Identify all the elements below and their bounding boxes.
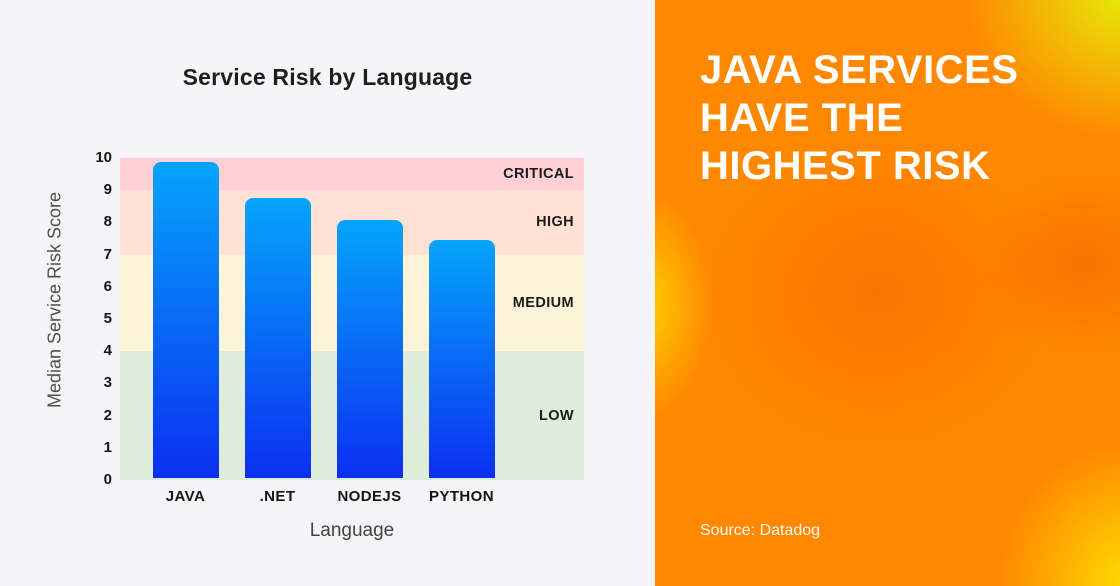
headline-panel: JAVA SERVICES HAVE THE HIGHEST RISK Sour… <box>655 0 1120 586</box>
y-tick-label-2: 2 <box>103 406 112 424</box>
chart-title: Service Risk by Language <box>182 64 473 90</box>
bar-nodejs <box>336 220 403 478</box>
chart-panel: Service Risk by Language Median Service … <box>44 64 584 541</box>
plot-area: CRITICAL HIGH MEDIUM LOW <box>120 158 584 480</box>
bar-net <box>244 197 311 478</box>
x-tick-label-java: JAVA <box>165 488 206 505</box>
y-axis-label: Median Service Risk Score <box>44 191 65 409</box>
headline: JAVA SERVICES HAVE THE HIGHEST RISK <box>700 46 1060 190</box>
headline-line-2: HAVE THE <box>700 96 904 140</box>
risk-band-label-medium: MEDIUM <box>512 294 574 311</box>
y-tick-label-6: 6 <box>103 277 112 295</box>
headline-line-3: HIGHEST RISK <box>700 144 991 188</box>
risk-band-label-high: HIGH <box>536 214 574 231</box>
x-tick-label-net: .NET <box>259 488 296 505</box>
source-note: Source: Datadog <box>700 522 821 539</box>
y-tick-label-10: 10 <box>95 149 112 166</box>
y-tick-label-5: 5 <box>103 310 112 327</box>
y-tick-label-4: 4 <box>103 342 112 360</box>
risk-band-label-critical: CRITICAL <box>503 166 574 183</box>
bar-python <box>428 239 495 478</box>
bar-java <box>152 162 219 478</box>
x-tick-label-nodejs: NODEJS <box>337 488 402 505</box>
y-tick-label-1: 1 <box>103 438 112 456</box>
headline-line-1: JAVA SERVICES <box>700 48 1019 92</box>
y-tick-label-9: 9 <box>103 181 112 199</box>
y-tick-label-7: 7 <box>103 245 112 263</box>
risk-band-label-low: LOW <box>538 407 574 424</box>
x-axis-label: Language <box>309 520 395 541</box>
x-tick-label-python: PYTHON <box>429 488 494 505</box>
y-tick-label-0: 0 <box>103 471 112 488</box>
y-tick-label-3: 3 <box>103 374 112 392</box>
y-tick-label-8: 8 <box>103 213 112 231</box>
